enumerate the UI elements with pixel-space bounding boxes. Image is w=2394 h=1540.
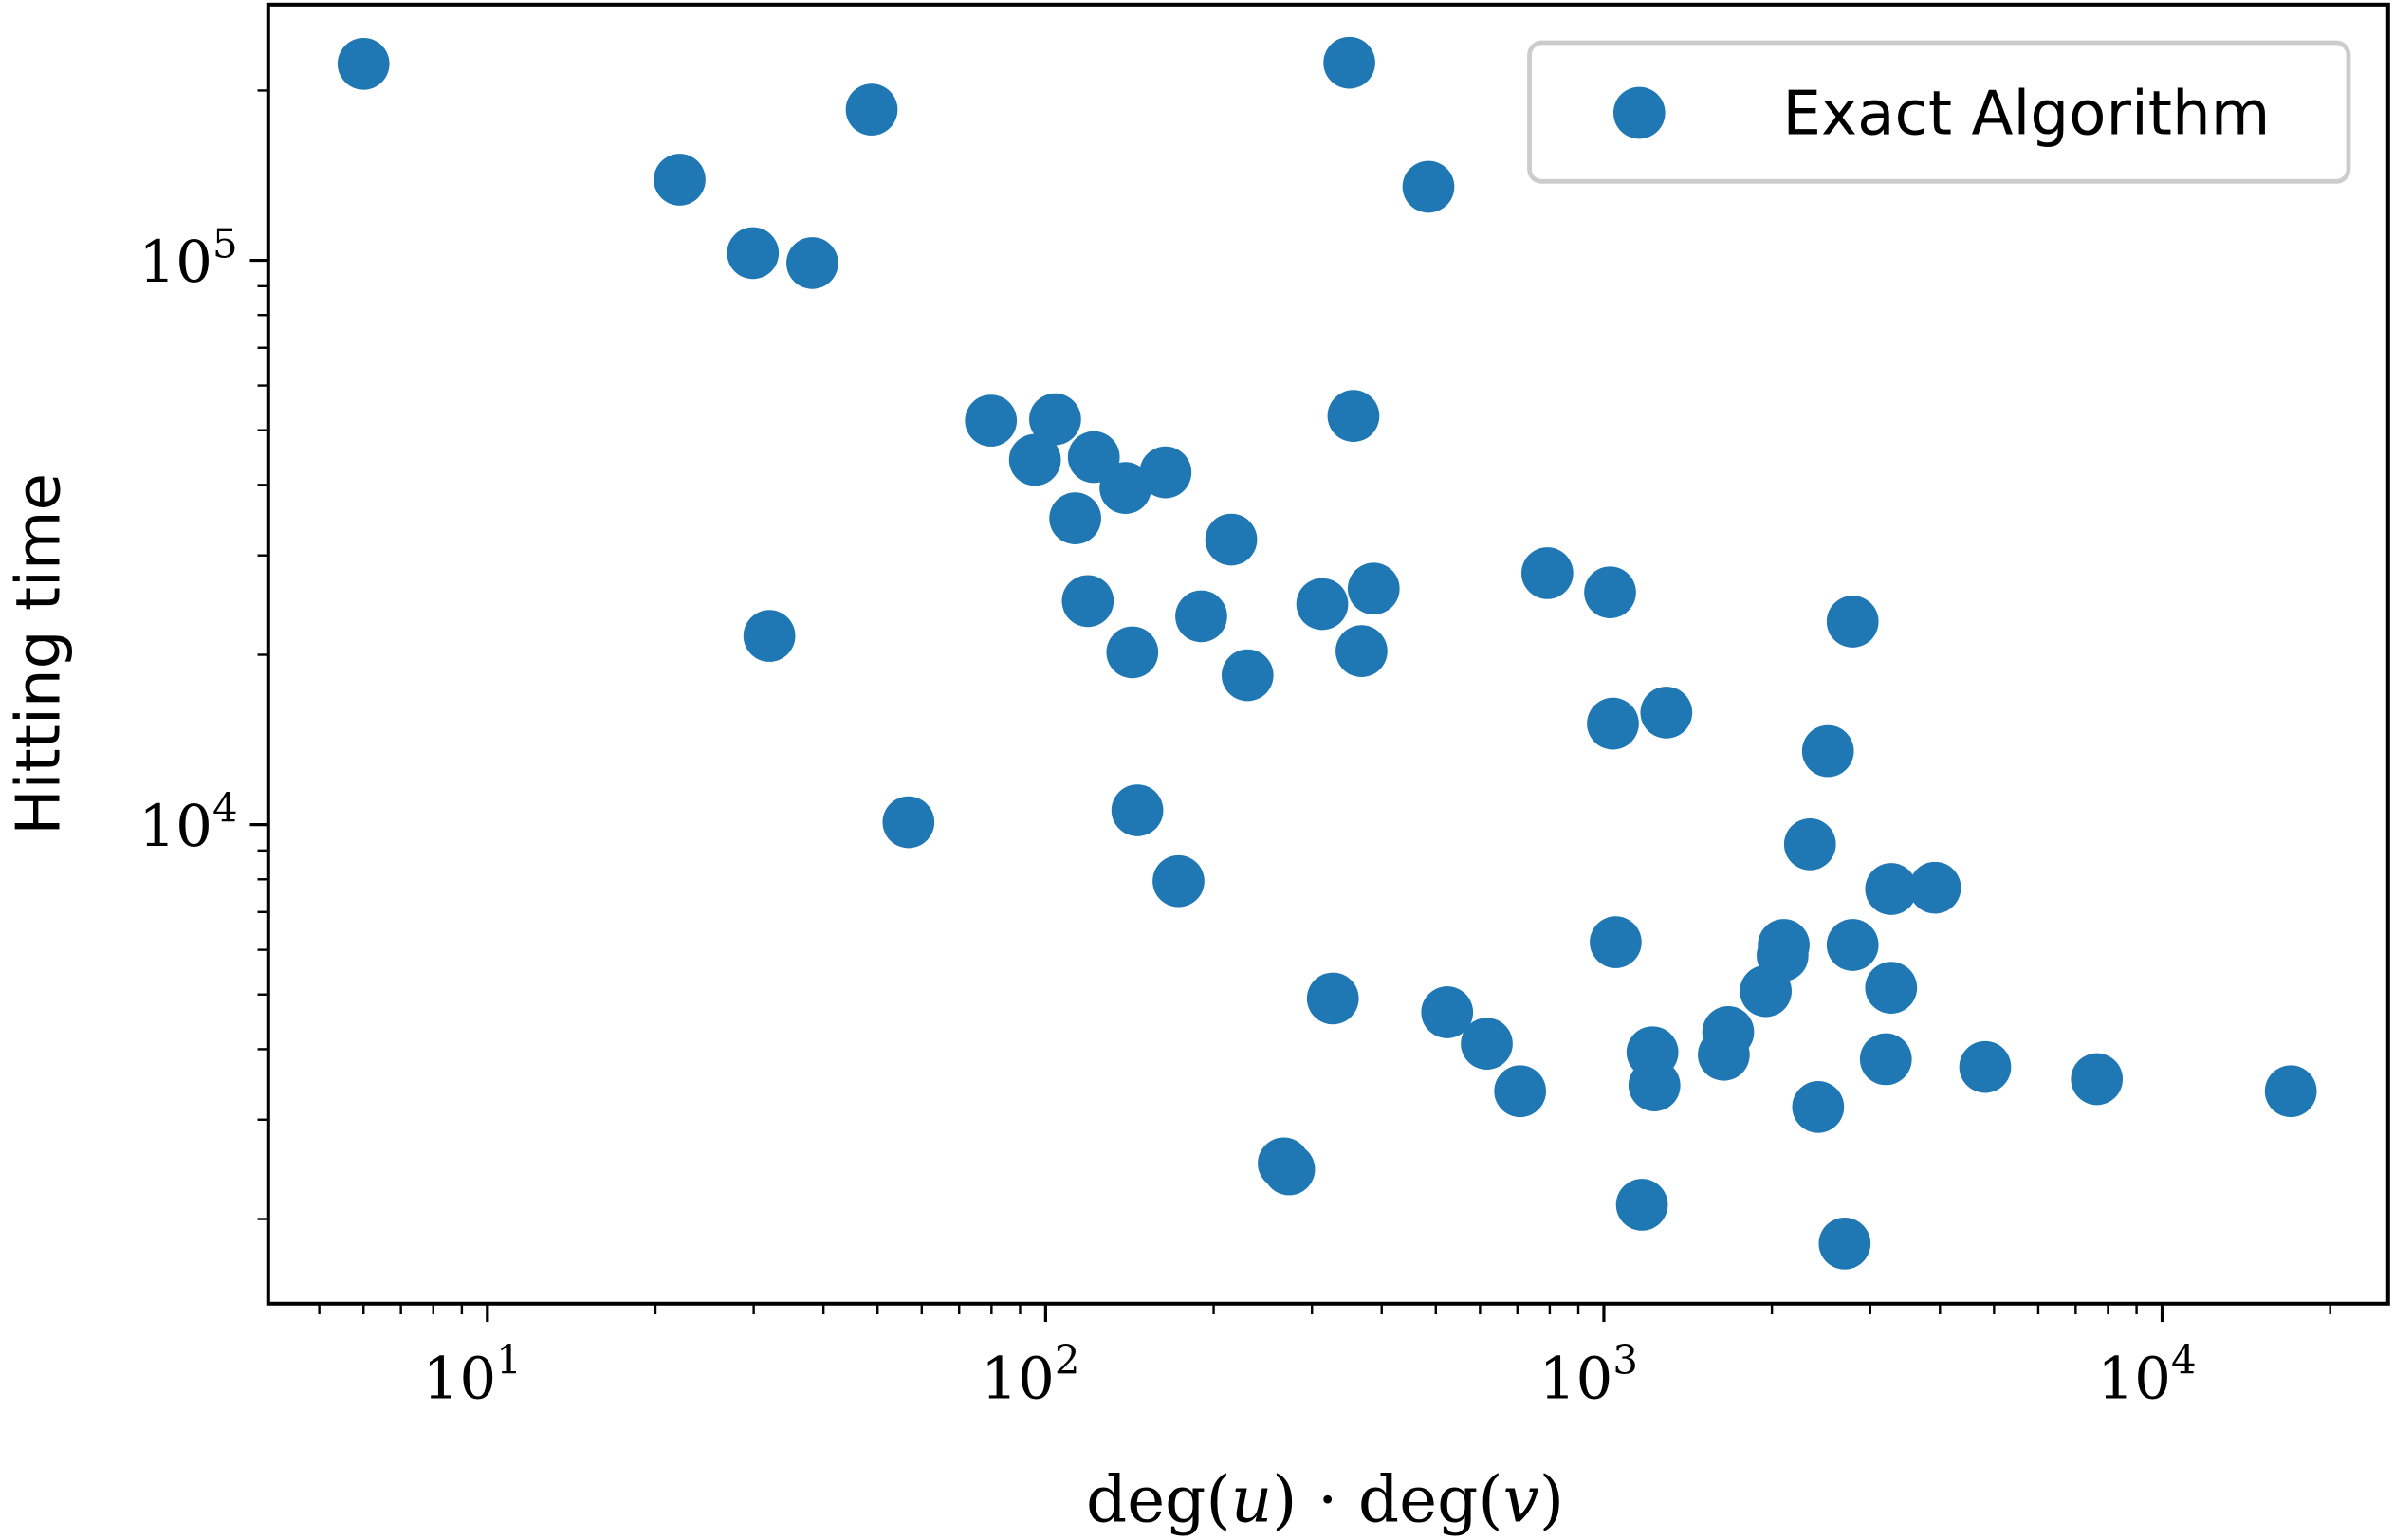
data-point xyxy=(1106,626,1159,679)
x-tick-label: 103 xyxy=(1539,1337,1638,1413)
data-point xyxy=(1818,1217,1871,1270)
data-point xyxy=(1494,1065,1547,1118)
data-point xyxy=(1296,578,1349,631)
y-axis-label: Hitting time xyxy=(3,473,74,835)
data-point xyxy=(786,237,838,289)
data-point xyxy=(1640,687,1693,739)
data-point xyxy=(1421,986,1474,1038)
data-point xyxy=(1323,36,1375,89)
data-point xyxy=(2071,1053,2124,1106)
x-tick-label: 102 xyxy=(981,1337,1079,1413)
data-point xyxy=(1908,861,1961,914)
data-point xyxy=(1783,817,1836,871)
data-point xyxy=(1061,575,1114,628)
plot-frame xyxy=(266,2,2390,1306)
data-point xyxy=(1221,649,1274,702)
data-point xyxy=(1590,916,1642,968)
y-tick-label: 105 xyxy=(138,220,237,296)
data-point xyxy=(1205,513,1258,566)
data-point xyxy=(1792,1080,1845,1133)
data-point xyxy=(1521,547,1574,599)
data-point xyxy=(965,394,1018,447)
y-tick-label: 104 xyxy=(138,784,237,860)
data-point xyxy=(1175,590,1227,643)
x-axis-label: deg(u) · deg(v) xyxy=(1086,1462,1564,1537)
data-point xyxy=(1859,1033,1912,1086)
data-point xyxy=(1959,1040,2012,1093)
data-point xyxy=(1099,462,1151,514)
data-point xyxy=(1615,1179,1668,1231)
data-point xyxy=(727,227,780,280)
data-point xyxy=(1152,854,1205,908)
x-tick-label: 101 xyxy=(423,1337,522,1413)
data-point xyxy=(1049,492,1101,544)
legend-box xyxy=(1527,40,2351,184)
data-point xyxy=(1628,1059,1681,1111)
x-tick-label: 104 xyxy=(2097,1337,2196,1413)
data-point xyxy=(1402,160,1455,213)
data-point xyxy=(1461,1018,1513,1070)
legend: Exact Algorithm xyxy=(1527,40,2351,184)
data-point xyxy=(1826,596,1879,648)
data-point xyxy=(2264,1065,2317,1118)
data-point xyxy=(1327,390,1380,442)
data-point xyxy=(1801,724,1854,778)
data-point xyxy=(743,610,796,662)
axis-ticks: 101 102 103 104 104 105 xyxy=(138,89,2331,1413)
data-point xyxy=(845,83,898,136)
data-point xyxy=(1111,784,1164,836)
data-point xyxy=(1698,1028,1750,1081)
data-points xyxy=(337,36,2317,1270)
legend-marker xyxy=(1612,86,1666,139)
data-point xyxy=(1347,562,1400,615)
data-point xyxy=(1587,697,1639,750)
data-point xyxy=(1865,863,1918,915)
data-point xyxy=(1262,1143,1316,1196)
data-point xyxy=(1865,962,1918,1014)
data-point xyxy=(1139,446,1192,499)
data-point xyxy=(1740,964,1792,1018)
data-point xyxy=(654,154,706,206)
data-point xyxy=(337,37,390,90)
data-point xyxy=(1335,625,1388,677)
data-point xyxy=(1306,972,1359,1025)
data-point xyxy=(1029,393,1081,446)
data-point xyxy=(1826,919,1879,971)
data-point xyxy=(1584,566,1636,619)
legend-label: Exact Algorithm xyxy=(1782,78,2270,149)
data-point xyxy=(1008,433,1061,486)
data-point xyxy=(882,796,935,849)
